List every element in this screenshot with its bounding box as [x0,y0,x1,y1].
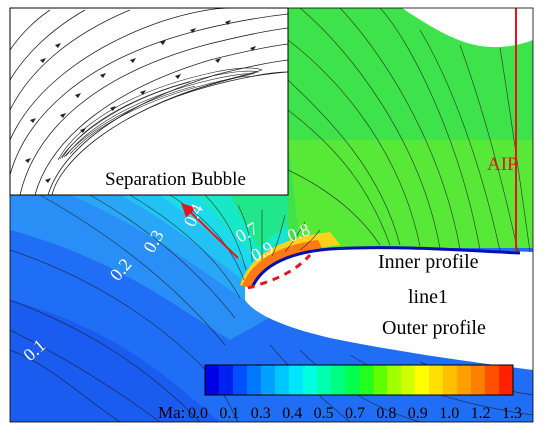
line1-label: line1 [408,286,448,308]
line1-dashed [247,253,312,290]
colorbar-tick-label: 0.3 [251,405,271,422]
colorbar-tick-label: 0.0 [188,405,208,422]
colorbar-tick-label: 1.0 [439,405,459,422]
colorbar-tick-label: 0.5 [314,405,334,422]
colorbar-swatch [373,365,388,395]
colorbar-swatch [289,365,304,395]
outer-profile-label: Outer profile [382,317,486,339]
flow-direction-arrow [180,203,239,259]
colorbar-title: Ma: [158,403,185,422]
colorbar-tick-label: 1.3 [502,405,522,422]
colorbar-swatch [275,365,290,395]
colorbar-swatch [415,365,430,395]
colorbar-swatch [345,365,360,395]
inner-profile-label: Inner profile [378,251,479,273]
colorbar-tick-label: 0.8 [376,405,396,422]
colorbar-swatch [471,365,486,395]
colorbar-swatch [219,365,234,395]
colorbar-swatch [443,365,458,395]
separation-bubble-label: Separation Bubble [105,169,246,190]
colorbar-swatches [205,365,514,395]
colorbar-swatch [317,365,332,395]
colorbar-tick-label: 1.2 [471,405,491,422]
colorbar-swatch [401,365,416,395]
colorbar-swatch [205,365,220,395]
colorbar-swatch [429,365,444,395]
colorbar-tick-label: 0.7 [345,405,365,422]
separation-bubble-inset: Separation Bubble [9,7,289,196]
colorbar-tick-label: 0.1 [219,405,239,422]
colorbar-swatch [331,365,346,395]
colorbar-swatch [303,365,318,395]
colorbar-swatch [359,365,374,395]
colorbar-ticks: 0.0 0.1 0.3 0.4 0.5 0.7 0.8 0.9 1.0 1.2 1.3 [188,405,522,422]
colorbar-swatch [387,365,402,395]
colorbar-swatch [457,365,472,395]
colorbar-swatch [485,365,500,395]
colorbar-swatch [233,365,248,395]
colorbar-tick-label: 0.9 [408,405,428,422]
mach-colorbar: Ma: 0.0 0.1 0.3 0.4 0.5 0.7 0.8 0.9 1.0 1.2 1.3 [158,364,522,422]
colorbar-swatch [499,365,514,395]
aip-label: AIP [487,154,518,175]
colorbar-swatch [261,365,276,395]
colorbar-swatch [247,365,262,395]
colorbar-tick-label: 0.4 [282,405,302,422]
